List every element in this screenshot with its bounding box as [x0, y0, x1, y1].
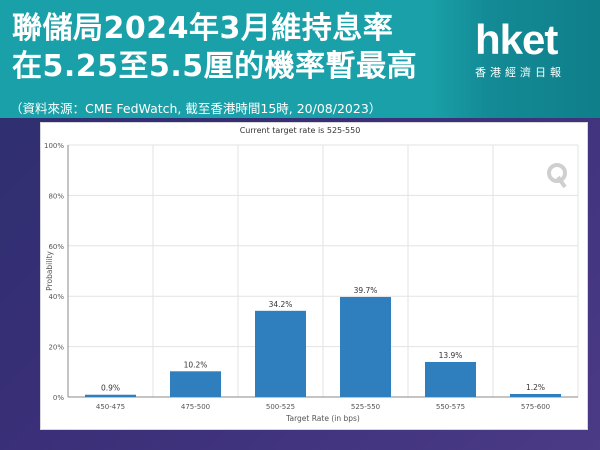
quikstrike-q-icon [547, 163, 567, 189]
source-note: （資料來源：CME FedWatch, 截至香港時間15時, 20/08/202… [10, 101, 382, 116]
chart-title: Current target rate is 525-550 [239, 126, 361, 135]
bar-value-label: 1.2% [526, 383, 545, 392]
x-tick-label: 475-500 [181, 403, 210, 411]
x-tick-label: 550-575 [436, 403, 465, 411]
logo-subtitle: 香港經濟日報 [475, 66, 565, 79]
x-tick-label: 575-600 [521, 403, 550, 411]
y-tick-label: 20% [48, 344, 64, 352]
y-tick-label: 80% [48, 192, 64, 200]
hket-logo: hket 香港經濟日報 [475, 18, 585, 88]
x-tick-label: 450-475 [96, 403, 125, 411]
bar [425, 361, 476, 397]
header-accent [430, 0, 600, 118]
y-tick-label: 40% [48, 293, 64, 301]
title-line-2: 在5.25至5.5厘的機率暫最高 [12, 49, 418, 84]
bar [255, 310, 306, 397]
bar-value-label: 0.9% [101, 384, 120, 393]
title-line-1: 聯儲局2024年3月維持息率 [12, 11, 394, 46]
y-tick-label: 60% [48, 243, 64, 251]
bar [340, 296, 391, 397]
bar [170, 371, 221, 397]
y-tick-label: 100% [44, 142, 64, 150]
logo-wordmark: hket [475, 16, 558, 63]
bar-value-label: 39.7% [354, 286, 378, 295]
y-axis-label: Probability [45, 251, 54, 291]
bar-value-label: 10.2% [184, 360, 208, 369]
bar [85, 394, 136, 397]
x-tick-label: 525-550 [351, 403, 380, 411]
bar [510, 393, 561, 397]
x-axis-label: Target Rate (in bps) [285, 414, 360, 423]
y-tick-label: 0% [53, 394, 64, 402]
bar-value-label: 13.9% [439, 351, 463, 360]
chart-card [40, 122, 588, 430]
page-title: 聯儲局2024年3月維持息率 在5.25至5.5厘的機率暫最高 [12, 10, 452, 86]
x-tick-label: 500-525 [266, 403, 295, 411]
bar-value-label: 34.2% [269, 300, 293, 309]
